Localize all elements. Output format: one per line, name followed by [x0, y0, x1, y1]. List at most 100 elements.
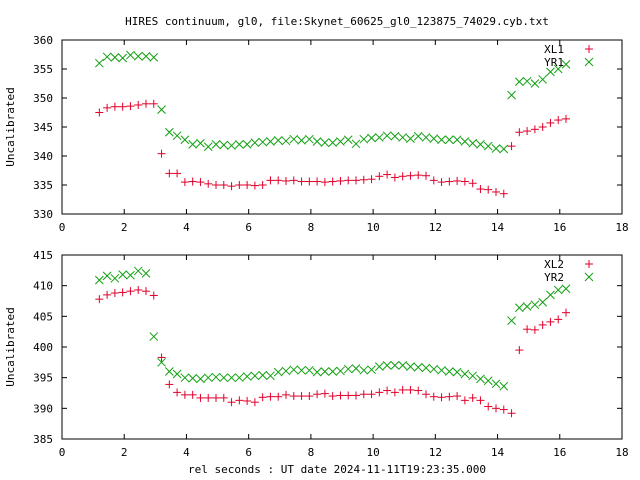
data-point: [453, 176, 462, 185]
data-point: [203, 373, 213, 383]
plot-panel-1: 0 2 4 6 8 10 12 14 16 18 330 335 340 345 350 355 360 Unca…: [4, 34, 629, 234]
data-point: [375, 172, 384, 181]
data-point: [530, 325, 539, 334]
x-tick-label: 4: [183, 221, 190, 234]
data-point: [320, 138, 330, 148]
data-point: [157, 357, 166, 367]
data-point: [157, 105, 166, 114]
data-point: [507, 142, 516, 151]
series-XL1: [95, 99, 570, 198]
data-point: [126, 270, 135, 280]
data-point: [266, 176, 275, 185]
data-point: [367, 365, 376, 375]
data-point: [126, 287, 135, 296]
data-point: [336, 176, 345, 185]
data-point: [514, 303, 524, 313]
data-point: [282, 390, 290, 399]
data-point: [165, 380, 174, 389]
data-point: [328, 392, 337, 401]
data-point: [212, 181, 220, 189]
data-point: [460, 177, 469, 186]
y-tick-label: 360: [33, 34, 53, 47]
data-point: [429, 134, 439, 143]
data-point: [297, 365, 306, 375]
x-tick-label: 8: [308, 446, 315, 459]
data-point: [149, 99, 158, 108]
data-point: [406, 171, 415, 180]
data-point: [491, 379, 501, 389]
data-point: [273, 135, 283, 145]
data-point: [102, 271, 112, 281]
data-point: [103, 103, 112, 112]
data-point: [320, 389, 329, 398]
data-point: [538, 297, 548, 307]
data-point: [188, 390, 197, 399]
data-point: [382, 131, 392, 141]
data-point: [390, 131, 400, 141]
data-point: [437, 365, 446, 375]
data-point: [250, 398, 259, 407]
y-tick-label: 340: [33, 150, 53, 163]
data-point: [118, 53, 128, 63]
data-point: [554, 116, 563, 125]
data-point: [173, 388, 182, 397]
data-point: [142, 99, 150, 108]
data-point: [188, 373, 198, 383]
data-point: [227, 373, 236, 383]
data-point: [546, 67, 555, 77]
data-point: [172, 369, 182, 379]
data-point: [289, 176, 298, 185]
data-point: [196, 393, 205, 402]
data-point: [110, 53, 120, 62]
data-point: [383, 386, 392, 395]
data-point: [476, 140, 485, 149]
data-point: [484, 185, 493, 194]
data-point: [234, 140, 244, 149]
data-point: [289, 365, 299, 375]
data-point: [398, 172, 407, 181]
data-point: [546, 118, 555, 127]
data-point: [429, 392, 438, 401]
data-point: [304, 365, 314, 375]
data-point: [281, 366, 291, 376]
x-tick-label: 6: [245, 221, 252, 234]
legend-label: YR1: [544, 56, 564, 69]
data-point: [523, 325, 532, 334]
y-tick-label: 405: [33, 310, 53, 323]
data-point: [352, 176, 360, 185]
data-point: [110, 102, 119, 111]
data-point: [313, 177, 322, 186]
y-tick-label: 390: [33, 402, 53, 415]
data-point: [110, 289, 119, 298]
y-tick-label: 410: [33, 280, 53, 293]
data-point: [499, 144, 509, 154]
data-point: [476, 396, 485, 405]
data-point: [429, 176, 438, 185]
data-point: [234, 373, 244, 383]
data-point: [118, 270, 128, 279]
x-tick-label: 12: [429, 221, 442, 234]
data-point: [281, 136, 291, 146]
data-point: [421, 363, 431, 373]
data-point: [452, 367, 462, 377]
data-point: [149, 53, 159, 62]
data-point: [421, 133, 431, 142]
data-point: [460, 137, 470, 146]
data-point: [375, 388, 384, 397]
data-point: [437, 135, 446, 145]
data-point: [413, 362, 423, 372]
data-point: [149, 332, 159, 341]
data-point: [297, 177, 306, 186]
data-point: [180, 390, 189, 399]
data-point: [507, 316, 516, 325]
legend-marker: [584, 272, 594, 282]
data-point: [530, 125, 539, 134]
data-point: [422, 171, 430, 180]
data-point: [452, 135, 462, 145]
plot-frame: [61, 39, 623, 215]
data-point: [414, 386, 423, 395]
data-point: [235, 181, 244, 189]
data-point: [351, 364, 361, 373]
data-point: [204, 393, 213, 402]
data-point: [313, 390, 322, 399]
